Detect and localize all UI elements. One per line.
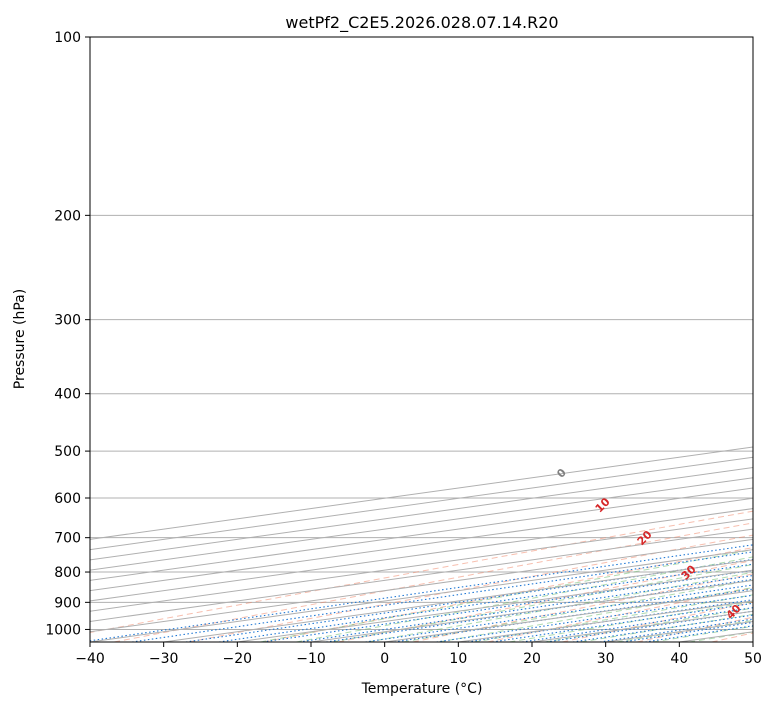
x-axis: −40 −30 −20 −10 0 10 20 30 40 50 <box>75 642 762 667</box>
y-axis: 100 200 300 400 500 600 700 800 900 1000 <box>45 30 90 638</box>
x-tick-label: 0 <box>380 651 389 667</box>
mixing-ratio-line <box>131 551 753 642</box>
isotherm-line <box>90 538 753 633</box>
x-tick-label: 40 <box>670 651 688 667</box>
x-tick-label: −10 <box>296 651 326 667</box>
y-axis-title: Pressure (hPa) <box>12 289 28 389</box>
y-tick-label: 200 <box>54 208 81 224</box>
isotherm-line <box>90 466 753 561</box>
mixing-ratio-line <box>492 602 753 642</box>
isotherm-line <box>90 508 753 602</box>
isotherm-line <box>90 456 753 551</box>
chart-title: wetPf2_C2E5.2026.028.07.14.R20 <box>285 13 558 33</box>
moist-adiabat-line <box>260 549 753 642</box>
y-tick-label: 100 <box>54 30 81 46</box>
dry-adiabats <box>90 510 753 642</box>
x-tick-label: 50 <box>744 651 762 667</box>
plot-frame <box>89 36 754 643</box>
y-tick-label: 900 <box>54 595 81 611</box>
x-tick-label: 20 <box>523 651 541 667</box>
isotherm-line <box>90 528 753 622</box>
mixing-ratio-line <box>365 584 753 642</box>
x-tick-label: −20 <box>223 651 253 667</box>
y-tick-label: 1000 <box>45 622 81 638</box>
isotherm-line <box>90 487 753 581</box>
mixing-ratio-line <box>436 594 753 642</box>
pressure-gridlines <box>90 37 753 630</box>
x-tick-label: 30 <box>597 651 615 667</box>
mixing-ratio-line <box>90 544 753 642</box>
dry-adiabat-line <box>188 534 753 642</box>
y-tick-label: 400 <box>54 387 81 403</box>
isotherm-line <box>90 518 753 612</box>
y-tick-label: 300 <box>54 313 81 329</box>
isotherm-line <box>90 497 753 592</box>
x-axis-title: Temperature (°C) <box>361 681 483 697</box>
moist-adiabats <box>260 549 753 642</box>
dry-adiabat-line <box>412 573 753 642</box>
isotherm-line <box>90 477 753 571</box>
isotherms <box>90 446 753 642</box>
y-tick-label: 500 <box>54 444 81 460</box>
x-tick-label: −40 <box>75 651 105 667</box>
moist-adiabat-line <box>367 571 753 642</box>
y-tick-label: 600 <box>54 491 81 507</box>
moist-adiabat-line <box>438 587 753 642</box>
x-tick-label: 10 <box>449 651 467 667</box>
y-tick-label: 800 <box>54 565 81 581</box>
y-tick-label: 700 <box>54 531 81 547</box>
x-tick-label: −30 <box>149 651 179 667</box>
